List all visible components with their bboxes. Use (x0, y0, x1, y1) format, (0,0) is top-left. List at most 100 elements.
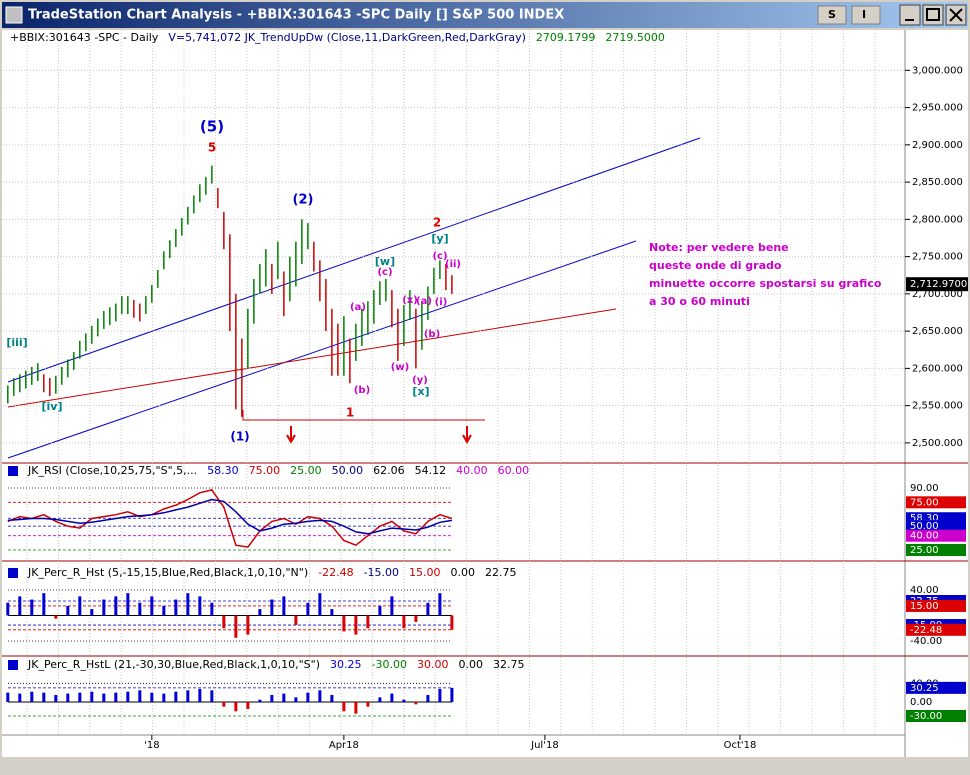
hist-bar (414, 701, 418, 705)
header-item: 25.00 (290, 464, 322, 477)
hist-bar (30, 599, 34, 616)
header-item: V=5,741,072 JK_TrendUpDw (Close,11,DarkG… (168, 31, 526, 44)
header-item: JK_Perc_R_HstL (21,-30,30,Blue,Red,Black… (27, 658, 320, 671)
header-item: 50.00 (332, 464, 364, 477)
hist-bar (210, 690, 214, 702)
header-item: 2719.5000 (605, 31, 665, 44)
hist-bar (354, 701, 358, 714)
hist-bar (174, 691, 178, 702)
hist-bar (138, 602, 142, 616)
hist-bar (390, 596, 394, 616)
level-box (906, 623, 966, 636)
level-box (906, 529, 966, 542)
hist-bar (270, 694, 274, 702)
level-box (906, 681, 966, 694)
level-label: 75.00 (910, 497, 939, 508)
hist-bar (342, 701, 346, 712)
header-item: 32.75 (493, 658, 525, 671)
wave-label: (a) (350, 302, 366, 313)
x-tick-label: Apr18 (329, 740, 359, 751)
hist-bar (270, 599, 274, 616)
wave-label: (c) (432, 251, 447, 262)
grid (26, 30, 876, 735)
minimize-button[interactable] (899, 4, 921, 26)
header-item: -15.00 (364, 566, 399, 579)
style-button[interactable] (817, 5, 847, 25)
hist-bar (138, 690, 142, 702)
hist-bar (378, 697, 382, 702)
arrow (286, 426, 472, 445)
level-label: 90.00 (910, 483, 939, 494)
wave-label: [w] (375, 255, 395, 268)
app-icon (5, 6, 23, 24)
hist-bar (426, 602, 430, 616)
hist-bar (126, 691, 130, 702)
hist-bar (378, 605, 382, 616)
hist-bar (102, 599, 106, 616)
header-item: 60.00 (498, 464, 530, 477)
hist-bar (6, 602, 10, 616)
hist-bar (174, 599, 178, 616)
pane-header: +BBIX:301643 -SPC - Daily V=5,741,072 JK_… (10, 31, 665, 44)
style-button-label[interactable]: S (828, 8, 836, 21)
pane-icon (8, 568, 18, 578)
indicator-line (7, 498, 453, 535)
hist-bar (402, 615, 406, 629)
header-item: -30.00 (372, 658, 407, 671)
level-label: -40.00 (910, 636, 942, 647)
range-line (242, 410, 485, 421)
maximize-glyph (926, 8, 940, 21)
level-label: 58.30 (910, 513, 939, 524)
indicator-button[interactable] (851, 5, 881, 25)
header-item: 15.00 (409, 566, 441, 579)
hist-bar (438, 688, 442, 702)
hist-bar (294, 697, 298, 702)
hist-bar (114, 596, 118, 616)
hist-bar (114, 692, 118, 702)
hist-bar (294, 615, 298, 626)
wave-label: 5 (208, 141, 216, 155)
wave-label: [iv] (42, 400, 63, 413)
level-box (906, 520, 966, 533)
wave-label: [x] (412, 385, 429, 398)
indicator-button-label[interactable]: I (862, 8, 866, 21)
y-tick-label: 2,550.000 (912, 401, 963, 412)
hist-bar (6, 692, 10, 702)
level-box (906, 599, 966, 612)
level-label: -22.48 (910, 625, 942, 636)
trendline (7, 240, 637, 459)
hist-bar (282, 693, 286, 702)
level-label: 40.00 (910, 585, 939, 596)
wave-label: (w) (391, 362, 409, 373)
hist-bar (90, 609, 94, 616)
level-label: 25.00 (910, 545, 939, 556)
level-label: 50.00 (910, 521, 939, 532)
hist-bar (78, 596, 82, 616)
last-price-label: 2,712.9700 (910, 279, 967, 290)
hist-bar (198, 596, 202, 616)
wave-label: [iii] (6, 336, 27, 349)
wave-label: [y] (431, 232, 448, 245)
wave-label: (2) (293, 193, 314, 208)
hist-bar (426, 694, 430, 702)
y-tick-label: 2,750.000 (912, 252, 963, 263)
hist-bar (18, 693, 22, 702)
wave-label: (b) (354, 385, 370, 396)
trendline (7, 308, 617, 408)
hist-bar (366, 701, 370, 707)
hist-bar (306, 692, 310, 702)
hist-bar (222, 615, 226, 629)
y-tick-label: 3,000.000 (912, 65, 963, 76)
close-glyph (949, 8, 963, 22)
hist-bar (54, 694, 58, 702)
hist-bar (162, 693, 166, 702)
hist-bar (54, 615, 58, 619)
wave-label: (x) (402, 295, 418, 306)
hist-bar (186, 593, 190, 616)
level-label: -30.00 (910, 711, 942, 722)
wave-label: (5) (200, 118, 224, 136)
hist-bar (150, 692, 154, 702)
hist-bar (306, 602, 310, 616)
wave-label: (b) (424, 329, 440, 340)
